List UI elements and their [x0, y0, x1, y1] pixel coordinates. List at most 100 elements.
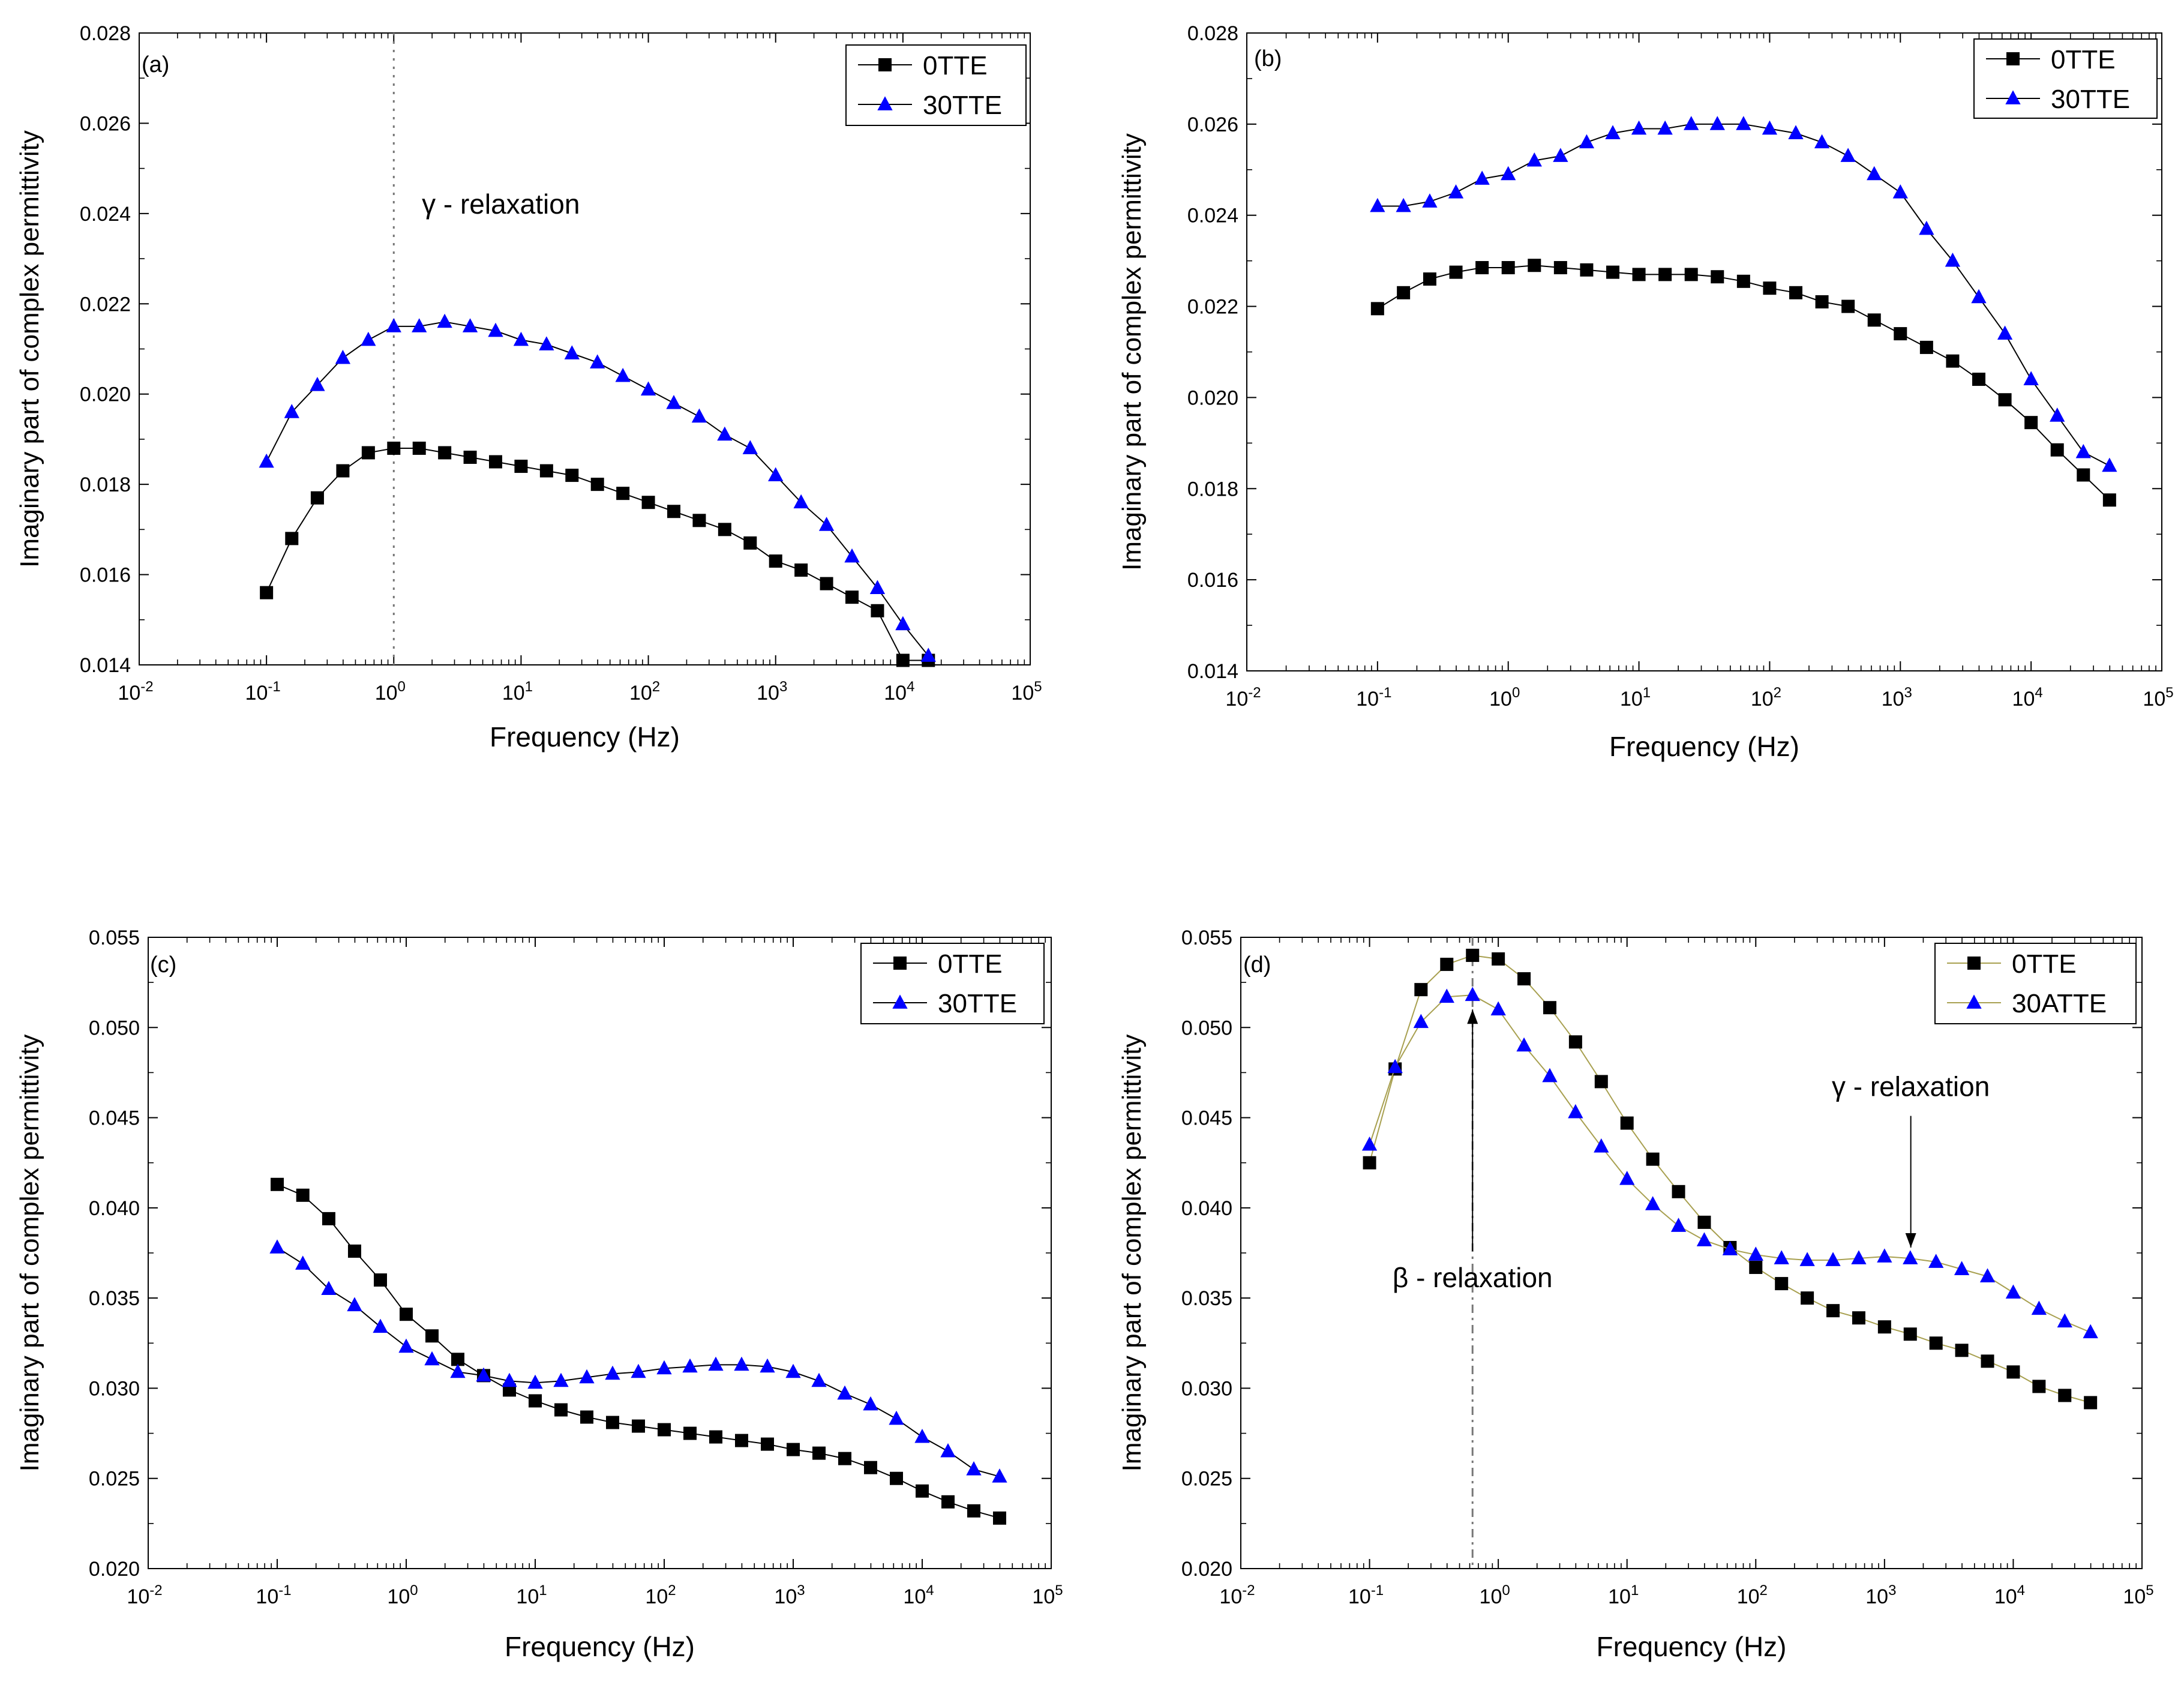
data-point-30TTE: [605, 1365, 620, 1380]
legend-marker-0TTE: [878, 58, 892, 71]
data-point-0TTE: [1568, 1035, 1582, 1049]
data-point-30TTE: [284, 404, 299, 418]
x-tick-label: 100: [375, 679, 406, 704]
data-point-0TTE: [1646, 1152, 1660, 1166]
data-point-30TTE: [844, 548, 860, 563]
legend-marker-30TTE: [892, 994, 908, 1009]
data-point-30TTE: [2102, 457, 2117, 472]
x-tick-label: 103: [774, 1582, 805, 1608]
x-tick-label: 104: [1994, 1582, 2025, 1608]
data-point-0TTE: [1815, 295, 1829, 308]
data-point-30ATTE: [1465, 987, 1480, 1002]
y-axis-label: Imaginary part of complex permittivity: [1117, 1035, 1147, 1472]
data-point-30TTE: [1867, 166, 1882, 181]
data-point-30ATTE: [1877, 1248, 1892, 1263]
y-tick-label: 0.030: [1181, 1377, 1232, 1400]
legend-entry: 0TTE: [923, 51, 988, 80]
data-point-0TTE: [941, 1495, 955, 1509]
data-point-30TTE: [373, 1318, 388, 1333]
data-point-0TTE: [1867, 313, 1881, 327]
data-point-0TTE: [1894, 327, 1907, 341]
data-point-30TTE: [837, 1385, 853, 1400]
data-point-0TTE: [514, 460, 528, 473]
y-tick-label: 0.024: [80, 203, 131, 226]
y-axis-label: Imaginary part of complex permittivity: [15, 130, 44, 568]
x-tick-label: 104: [884, 679, 914, 704]
y-tick-label: 0.014: [1187, 660, 1238, 683]
data-point-30TTE: [1370, 197, 1385, 212]
y-tick-label: 0.050: [1181, 1017, 1232, 1039]
data-point-0TTE: [271, 1177, 284, 1191]
data-point-0TTE: [1475, 261, 1489, 275]
data-point-30TTE: [1709, 116, 1725, 130]
data-point-30TTE: [488, 322, 503, 337]
data-point-0TTE: [1749, 1261, 1763, 1275]
legend-entry: 30TTE: [923, 91, 1002, 120]
x-axis-label: Frequency (Hz): [1597, 1631, 1787, 1662]
panel-label: (a): [142, 52, 169, 77]
y-tick-label: 0.025: [1181, 1468, 1232, 1491]
y-tick-label: 0.024: [1187, 205, 1238, 227]
x-tick-label: 102: [645, 1582, 676, 1608]
data-point-30TTE: [335, 349, 351, 364]
x-axis-label: Frequency (Hz): [505, 1631, 695, 1662]
data-point-30ATTE: [1619, 1171, 1635, 1185]
panel-0: 10-2 10-1 100 101 102 103 104 105 0.014 0.016 0.01…: [15, 22, 1042, 752]
data-point-30TTE: [966, 1461, 982, 1476]
x-tick-label: 105: [2143, 685, 2173, 710]
data-point-30TTE: [1501, 166, 1516, 181]
legend-entry: 30ATTE: [2012, 989, 2107, 1018]
data-point-30TTE: [666, 395, 682, 409]
data-point-30TTE: [889, 1410, 904, 1425]
data-point-30TTE: [1997, 325, 2013, 340]
data-point-0TTE: [896, 653, 910, 667]
x-tick-label: 105: [1011, 679, 1042, 704]
data-point-30TTE: [920, 647, 936, 662]
data-point-0TTE: [425, 1329, 439, 1343]
data-point-30TTE: [553, 1372, 569, 1387]
data-point-30ATTE: [2031, 1300, 2047, 1315]
legend-marker-30ATTE: [1966, 994, 1982, 1009]
data-point-0TTE: [1528, 259, 1541, 272]
data-point-0TTE: [1423, 272, 1436, 286]
x-tick-label: 101: [1620, 685, 1651, 710]
legend-entry: 0TTE: [2051, 45, 2116, 74]
annotation-arrow-head: [1905, 1233, 1916, 1248]
x-tick-label: 10-2: [127, 1582, 162, 1608]
y-tick-label: 0.020: [89, 1558, 140, 1581]
data-point-30ATTE: [1851, 1250, 1867, 1264]
data-point-0TTE: [1684, 268, 1698, 281]
data-point-0TTE: [992, 1511, 1006, 1525]
data-point-0TTE: [347, 1244, 361, 1258]
data-point-30TTE: [940, 1443, 956, 1458]
y-tick-label: 0.040: [89, 1197, 140, 1220]
data-point-0TTE: [1736, 274, 1750, 288]
data-point-30TTE: [1396, 197, 1411, 212]
data-point-30TTE: [347, 1297, 362, 1312]
data-point-30TTE: [310, 377, 325, 391]
data-point-0TTE: [967, 1504, 981, 1518]
x-tick-label: 105: [2123, 1582, 2153, 1608]
data-point-30ATTE: [2005, 1284, 2021, 1299]
data-point-0TTE: [539, 464, 553, 478]
data-point-0TTE: [580, 1410, 594, 1424]
x-tick-label: 10-1: [1356, 685, 1391, 710]
data-point-30TTE: [1526, 152, 1542, 167]
data-point-0TTE: [616, 487, 630, 500]
data-point-0TTE: [863, 1461, 877, 1474]
data-point-0TTE: [1620, 1116, 1634, 1130]
data-point-0TTE: [2006, 1365, 2020, 1379]
data-point-0TTE: [2102, 493, 2116, 507]
x-tick-label: 10-2: [1219, 1582, 1255, 1608]
y-tick-label: 0.028: [80, 22, 131, 45]
panel-2: 10-2 10-1 100 101 102 103 104 105 0.020 0.025 0.03…: [15, 927, 1063, 1662]
data-point-0TTE: [1517, 972, 1531, 986]
data-point-30TTE: [708, 1356, 724, 1371]
data-point-0TTE: [1440, 958, 1454, 972]
data-point-30TTE: [513, 331, 529, 346]
data-point-30TTE: [2050, 407, 2065, 422]
x-tick-label: 102: [629, 679, 660, 704]
data-point-0TTE: [1946, 354, 1960, 368]
x-tick-label: 10-1: [1348, 1582, 1384, 1608]
y-tick-label: 0.055: [89, 927, 140, 949]
